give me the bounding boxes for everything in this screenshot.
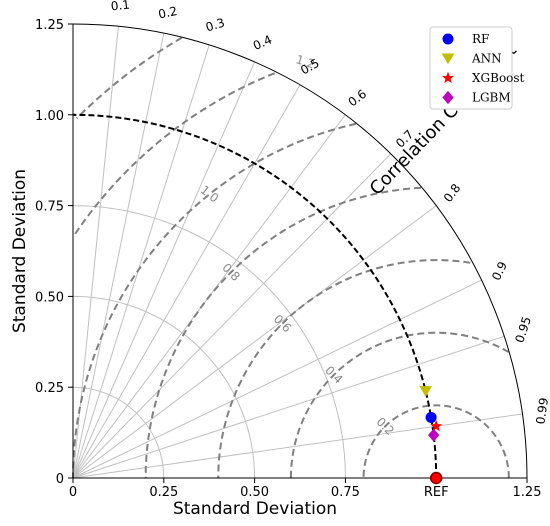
legend-label-ann: ANN xyxy=(471,52,502,66)
correlation-tick-label: 0.99 xyxy=(533,397,550,425)
rms-contour xyxy=(362,404,510,479)
y-tick-label: 0 xyxy=(56,472,64,487)
rms-contour xyxy=(289,331,510,479)
legend-label-rf: RF xyxy=(472,32,489,46)
correlation-grid-line xyxy=(72,33,165,479)
x-axis-label: Standard Deviation xyxy=(173,499,337,519)
data-point-lgbm xyxy=(428,428,440,442)
rms-contour-label: 1.0 xyxy=(198,183,222,206)
rms-contour xyxy=(217,259,471,479)
x-tick-label: 0.50 xyxy=(240,485,269,500)
y-axis-label: Standard Deviation xyxy=(10,169,30,333)
y-tick-label: 1.00 xyxy=(35,109,64,124)
rms-contour xyxy=(72,122,357,479)
correlation-grid-line xyxy=(72,413,523,479)
correlation-tick-label: 0.1 xyxy=(110,0,130,13)
x-tick-label: 0.75 xyxy=(331,485,360,500)
legend-marker-ann xyxy=(441,53,455,65)
correlation-tick-label: 0.3 xyxy=(204,15,226,34)
y-tick-label: 1.25 xyxy=(35,18,64,33)
correlation-grid-line xyxy=(72,153,392,479)
x-tick-label: 0.25 xyxy=(149,485,178,500)
outer-arc xyxy=(72,23,528,479)
correlation-grid-line xyxy=(72,44,210,479)
reference-point xyxy=(429,471,443,485)
legend-marker-rf xyxy=(442,33,454,45)
correlation-tick-label: 0.4 xyxy=(251,32,274,52)
correlation-tick-label: 0.9 xyxy=(489,259,510,282)
legend-label-lgbm: LGBM xyxy=(472,91,511,105)
y-tick-label: 0.25 xyxy=(35,381,64,396)
std-grid-arc xyxy=(72,205,346,479)
std-grid-arc xyxy=(72,386,165,479)
legend-label-xgboost: XGBoost xyxy=(472,71,525,85)
rms-contour-label: 1.2 xyxy=(294,52,316,71)
std-grid-arc xyxy=(72,295,256,479)
rms-contour xyxy=(144,186,422,479)
data-point-rf xyxy=(425,411,437,423)
correlation-grid-line xyxy=(72,279,482,479)
correlation-tick-label: 0.95 xyxy=(512,315,534,345)
rms-contour xyxy=(75,36,183,120)
legend-marker-lgbm xyxy=(442,90,454,105)
correlation-tick-label: 0.2 xyxy=(157,4,179,22)
correlation-tick-label: 0.8 xyxy=(441,181,464,205)
correlation-grid-line xyxy=(72,61,256,479)
y-tick-label: 0.50 xyxy=(35,290,64,305)
data-point-ann xyxy=(419,386,432,397)
legend: RF ANN XGBoost LGBM xyxy=(429,26,525,110)
x-tick-label: 0 xyxy=(69,485,77,500)
correlation-grid-line xyxy=(72,84,301,479)
rms-contour-layer: 0.20.40.60.81.01.21.4 xyxy=(72,36,510,479)
data-point-xgboost xyxy=(430,419,443,432)
legend-marker-xgboost xyxy=(441,71,455,84)
x-tick-label: REF xyxy=(424,485,449,500)
x-tick-label: 1.25 xyxy=(513,485,542,500)
correlation-tick-label: 0.6 xyxy=(346,87,370,110)
legend-box xyxy=(429,26,513,110)
correlation-grid-line xyxy=(72,335,505,479)
correlation-grid-line xyxy=(72,205,437,479)
y-tick-label: 0.75 xyxy=(35,200,64,215)
data-point-layer xyxy=(419,386,443,485)
